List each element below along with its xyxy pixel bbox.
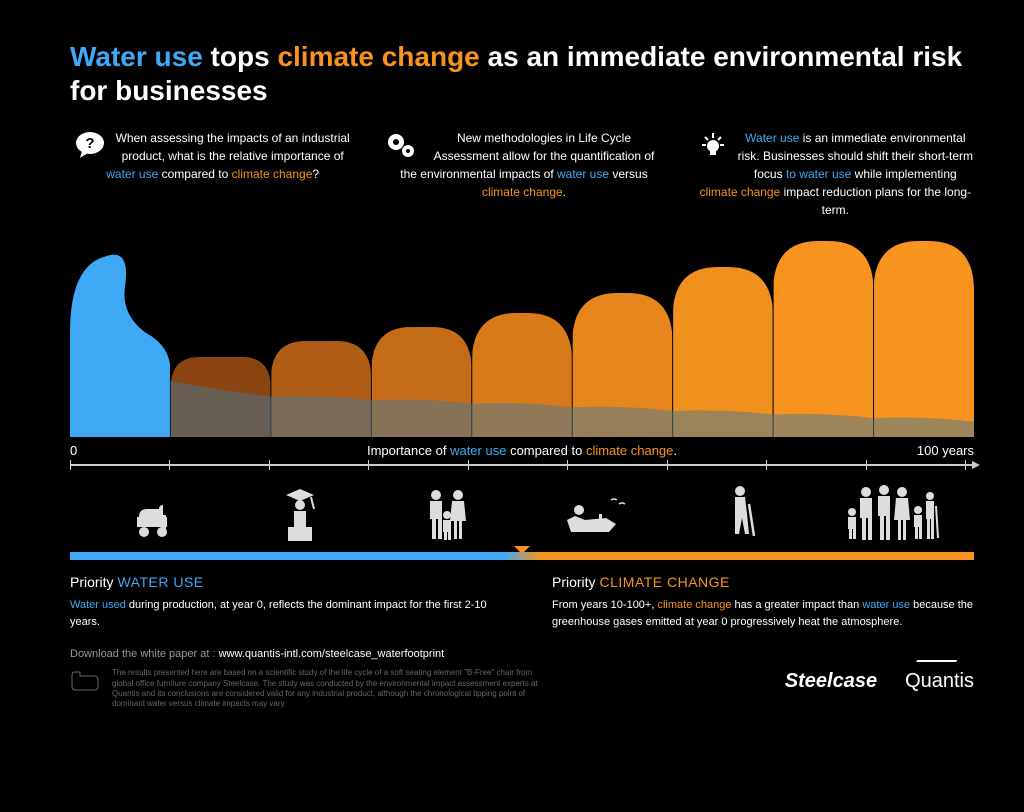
timeline-axis <box>70 464 974 466</box>
chair-icon <box>70 668 100 697</box>
axis-start: 0 <box>70 443 77 458</box>
stage-relax-icon <box>522 492 669 542</box>
priority-section: Priority WATER USE Water used during pro… <box>70 572 974 630</box>
axis-end: 100 years <box>917 443 974 458</box>
logos: Steelcase Quantis <box>785 668 974 694</box>
stage-graduate-icon <box>227 487 374 542</box>
quantis-logo: Quantis <box>905 668 974 694</box>
stage-crowd-icon <box>817 482 964 542</box>
download-line: Download the white paper at : www.quanti… <box>70 648 974 660</box>
col-gears: New methodologies in Life Cycle Assessme… <box>381 129 662 219</box>
stage-baby-icon <box>80 497 227 542</box>
bulb-icon <box>697 131 729 166</box>
axis-caption: Importance of water use compared to clim… <box>367 443 677 458</box>
priority-divider <box>70 552 974 560</box>
disclaimer-text: The results presented here are based on … <box>112 668 542 710</box>
steelcase-logo: Steelcase <box>785 668 877 694</box>
stage-family-icon <box>375 487 522 542</box>
wave-chart <box>70 237 974 437</box>
gears-icon <box>385 131 417 164</box>
question-icon: ? <box>74 131 106 164</box>
col-bulb: Water use is an immediate environmental … <box>693 129 974 219</box>
life-stages-row <box>70 480 974 542</box>
priority-water: Priority WATER USE Water used during pro… <box>70 572 492 630</box>
footer: The results presented here are based on … <box>70 668 974 710</box>
axis-labels: 0 Importance of water use compared to cl… <box>70 443 974 458</box>
intro-columns: ? When assessing the impacts of an indus… <box>70 129 974 219</box>
priority-climate: Priority CLIMATE CHANGE From years 10-10… <box>552 572 974 630</box>
stage-elder-icon <box>669 484 816 542</box>
svg-text:?: ? <box>85 135 94 152</box>
main-title: Water use tops climate change as an imme… <box>70 40 974 107</box>
col-question: ? When assessing the impacts of an indus… <box>70 129 351 219</box>
